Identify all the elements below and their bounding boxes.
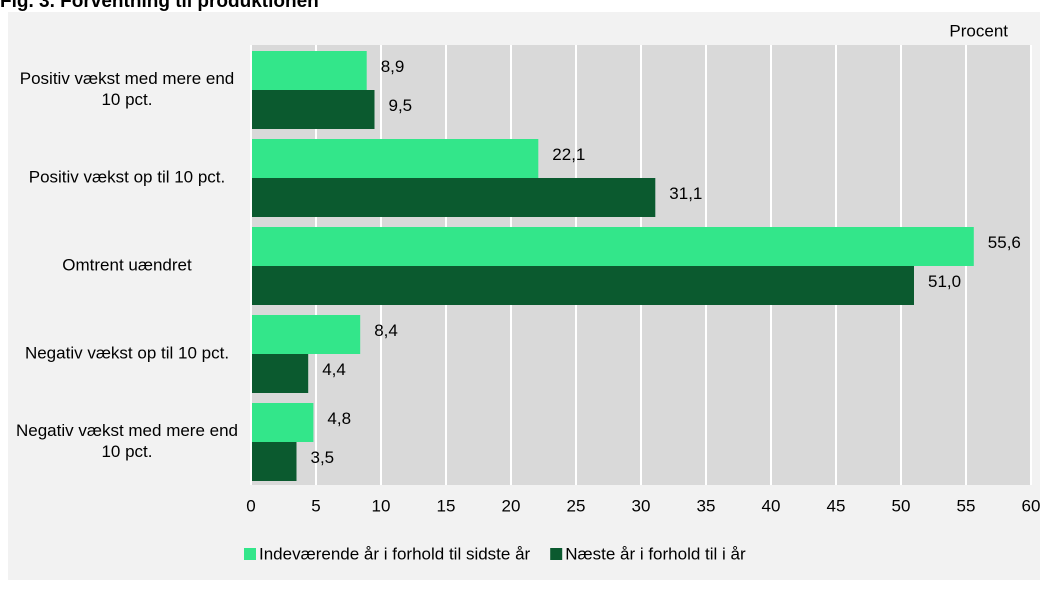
category-label: Positiv vækst med mere end 10 pct.	[19, 69, 235, 109]
x-tick-label: 35	[697, 496, 716, 515]
bar	[251, 403, 314, 442]
category-label: Negativ vækst op til 10 pct.	[24, 343, 230, 363]
value-label: 4,8	[327, 409, 351, 428]
x-tick-label: 20	[502, 496, 521, 515]
legend-swatch	[244, 548, 256, 560]
category-label: Negativ vækst med mere end 10 pct.	[15, 421, 239, 461]
value-label: 31,1	[669, 184, 702, 203]
category-label: Positiv vækst op til 10 pct.	[28, 167, 226, 187]
x-tick-label: 5	[311, 496, 320, 515]
bar	[251, 139, 539, 178]
x-tick-label: 60	[1022, 496, 1041, 515]
x-tick-label: 30	[632, 496, 651, 515]
value-label: 4,4	[322, 360, 346, 379]
bar	[251, 227, 974, 266]
x-tick-label: 0	[246, 496, 255, 515]
x-tick-label: 55	[957, 496, 976, 515]
value-label: 9,5	[389, 96, 413, 115]
bar	[251, 51, 367, 90]
chart-title: Fig. 3. Forventning til produktionen	[0, 0, 319, 12]
x-tick-label: 10	[372, 496, 391, 515]
value-label: 8,9	[381, 57, 405, 76]
axis-unit-label: Procent	[949, 21, 1008, 40]
bar	[251, 266, 914, 305]
bar	[251, 90, 375, 129]
value-label: 8,4	[374, 321, 398, 340]
x-tick-label: 15	[437, 496, 456, 515]
x-tick-label: 50	[892, 496, 911, 515]
bar	[251, 442, 297, 481]
x-tick-label: 40	[762, 496, 781, 515]
x-tick-label: 25	[567, 496, 586, 515]
value-label: 55,6	[988, 233, 1021, 252]
category-label: Omtrent uændret	[62, 255, 192, 275]
value-label: 51,0	[928, 272, 961, 291]
x-tick-label: 45	[827, 496, 846, 515]
value-label: 22,1	[552, 145, 585, 164]
value-label: 3,5	[311, 448, 335, 467]
bar	[251, 178, 656, 217]
legend-label: Næste år i forhold til i år	[565, 544, 746, 563]
bar	[251, 354, 309, 393]
bar	[251, 315, 361, 354]
legend-label: Indeværende år i forhold til sidste år	[259, 544, 531, 563]
legend-swatch	[550, 548, 563, 560]
